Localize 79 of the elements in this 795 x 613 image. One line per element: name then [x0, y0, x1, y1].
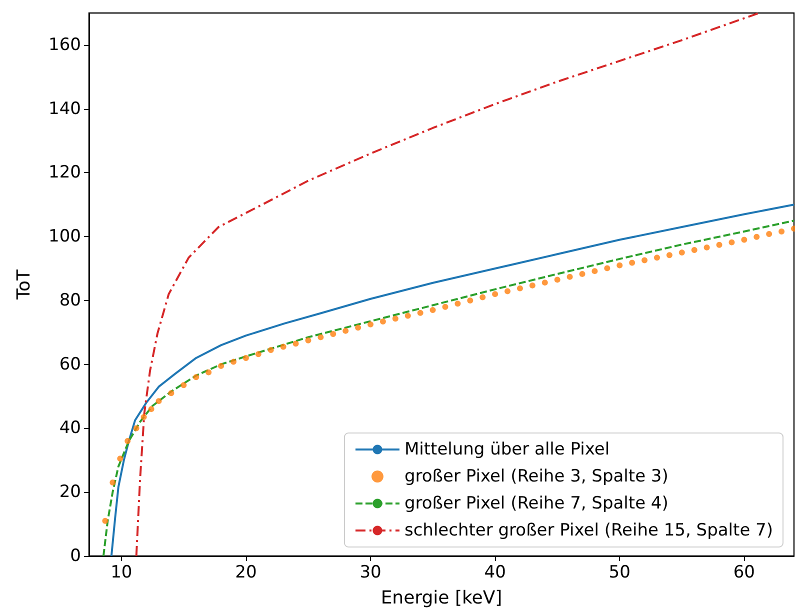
point — [380, 318, 386, 325]
point — [117, 456, 124, 462]
point — [392, 316, 398, 322]
point — [124, 438, 131, 444]
legend-label: großer Pixel (Reihe 3, Spalte 3) — [404, 466, 668, 486]
point — [604, 265, 610, 272]
point — [133, 425, 140, 432]
point — [180, 382, 187, 388]
point — [516, 285, 523, 292]
point — [554, 276, 560, 283]
y-tick-label: 80 — [59, 290, 81, 310]
point — [404, 312, 411, 319]
point — [268, 346, 274, 353]
point — [206, 369, 212, 376]
point — [305, 337, 312, 344]
point — [716, 242, 722, 248]
y-tick-label: 160 — [48, 34, 81, 55]
point — [442, 304, 448, 310]
point — [280, 344, 286, 350]
point — [704, 244, 710, 250]
point — [355, 324, 362, 331]
point — [148, 406, 154, 412]
point — [666, 252, 672, 258]
point — [741, 236, 748, 243]
point — [504, 288, 511, 294]
point — [140, 414, 147, 420]
y-tick-label: 0 — [70, 546, 81, 566]
point — [430, 307, 436, 314]
y-tick-label: 60 — [59, 354, 81, 374]
legend-label: Mittelung über alle Pixel — [404, 440, 610, 460]
point — [454, 300, 461, 307]
point — [592, 268, 598, 274]
point — [318, 334, 324, 340]
y-tick-label: 140 — [48, 98, 81, 119]
point — [102, 518, 108, 524]
point — [529, 282, 536, 288]
point — [778, 228, 785, 234]
point — [218, 362, 224, 369]
point — [230, 358, 236, 365]
point — [629, 260, 636, 266]
x-tick-label: 20 — [235, 562, 257, 582]
point — [480, 294, 486, 300]
x-tick-label: 50 — [608, 562, 630, 582]
point — [193, 374, 200, 380]
point — [678, 250, 685, 256]
point — [579, 270, 586, 277]
point — [542, 280, 548, 286]
x-tick-label: 10 — [110, 562, 132, 582]
y-axis-title: ToT — [14, 268, 34, 300]
y-tick-label: 100 — [48, 226, 81, 247]
x-axis-title: Energie [keV] — [380, 588, 502, 608]
point — [156, 398, 162, 404]
point — [110, 480, 116, 486]
point — [292, 340, 299, 347]
point — [492, 291, 498, 298]
point — [417, 310, 424, 316]
legend-label: großer Pixel (Reihe 7, Spalte 4) — [404, 494, 668, 514]
x-tick-label: 60 — [733, 562, 755, 582]
point — [766, 231, 772, 238]
y-tick-label: 20 — [59, 482, 81, 502]
point — [342, 328, 349, 334]
point — [616, 262, 623, 268]
point — [168, 390, 174, 396]
point — [330, 331, 336, 338]
y-tick-label: 120 — [48, 162, 81, 183]
legend-label: schlechter großer Pixel (Reihe 15, Spalte 7) — [404, 520, 773, 540]
point — [368, 321, 374, 328]
point — [467, 297, 474, 304]
point — [728, 239, 735, 246]
point — [242, 354, 249, 361]
x-tick-label: 40 — [484, 562, 506, 582]
point — [642, 257, 648, 264]
point — [566, 274, 573, 280]
y-tick-label: 40 — [59, 418, 81, 438]
point — [255, 351, 262, 358]
point — [691, 247, 698, 253]
point — [754, 234, 760, 240]
point — [654, 254, 660, 261]
x-tick-label: 30 — [360, 562, 382, 582]
